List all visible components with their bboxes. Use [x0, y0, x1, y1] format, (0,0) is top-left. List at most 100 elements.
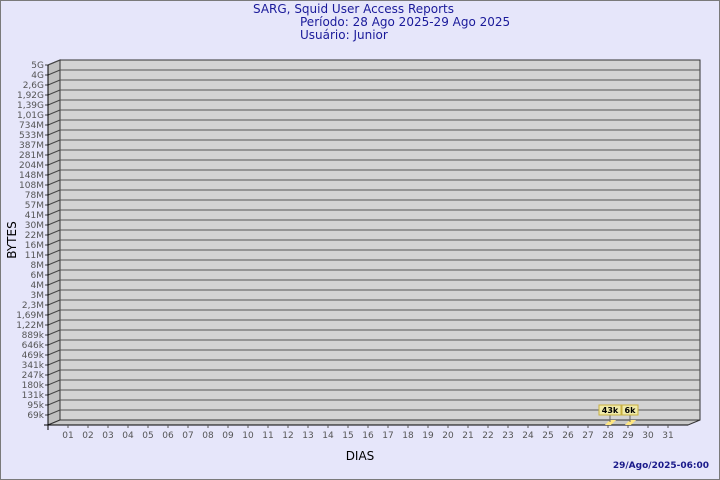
x-tick-label: 06: [162, 431, 174, 441]
y-tick-label: 1,22M: [16, 321, 44, 331]
gridline-side: [47, 79, 61, 86]
y-tick-label: 131k: [22, 391, 45, 401]
x-tick-label: 17: [382, 431, 393, 441]
y-tick-label: 1,69M: [16, 311, 44, 321]
y-tick-label: 11M: [25, 251, 44, 261]
chart-subtitle-user: Usuário: Junior: [300, 28, 388, 42]
y-tick-label: 6M: [31, 271, 45, 281]
x-tick-label: 14: [322, 431, 334, 441]
x-tick-label: 03: [102, 431, 113, 441]
gridline-side: [47, 399, 61, 406]
gridline-side: [47, 259, 61, 266]
y-tick-label: 4M: [31, 281, 45, 291]
gridline-side: [47, 409, 61, 416]
y-tick-label: 889k: [22, 331, 45, 341]
y-axis-label: BYTES: [5, 221, 19, 258]
gridline-side: [47, 149, 61, 156]
gridline-side: [47, 359, 61, 366]
gridline-side: [47, 209, 61, 216]
x-tick-label: 07: [182, 431, 193, 441]
gridline-side: [47, 59, 61, 66]
chart-subtitle-period: Período: 28 Ago 2025-29 Ago 2025: [300, 15, 511, 29]
gridline-side: [47, 329, 61, 336]
x-tick-label: 16: [362, 431, 374, 441]
gridline-side: [47, 389, 61, 396]
x-tick-label: 19: [422, 431, 434, 441]
y-tick-label: 95k: [27, 401, 44, 411]
y-tick-label: 148M: [19, 171, 44, 181]
gridline-side: [47, 289, 61, 296]
gridline-side: [47, 339, 61, 346]
bar-data-label: 43k: [602, 406, 619, 415]
gridline-side: [47, 309, 61, 316]
y-tick-label: 2,3M: [22, 301, 44, 311]
x-tick-label: 10: [242, 431, 254, 441]
gridline-side: [47, 379, 61, 386]
y-tick-label: 108M: [19, 181, 44, 191]
gridline-side: [47, 269, 61, 276]
x-tick-label: 29: [622, 431, 634, 441]
gridline-side: [47, 169, 61, 176]
y-tick-label: 1,92G: [17, 91, 44, 101]
y-tick-label: 204M: [19, 161, 44, 171]
timestamp: 29/Ago/2025-06:00: [612, 461, 709, 471]
x-tick-label: 12: [282, 431, 293, 441]
x-axis-label: DIAS: [346, 449, 375, 463]
x-tick-label: 05: [142, 431, 153, 441]
x-tick-label: 15: [342, 431, 353, 441]
y-tick-label: 4G: [31, 71, 44, 81]
bar-label-box: [621, 404, 639, 416]
x-tick-label: 13: [302, 431, 313, 441]
y-tick-label: 30M: [25, 221, 44, 231]
y-tick-label: 2,6G: [23, 81, 44, 91]
y-tick-label: 1,39G: [17, 101, 44, 111]
x-tick-label: 04: [122, 431, 134, 441]
gridline-side: [47, 249, 61, 256]
y-tick-label: 341k: [22, 361, 45, 371]
y-tick-label: 78M: [25, 191, 44, 201]
gridline-side: [47, 319, 61, 326]
gridline-side: [47, 199, 61, 206]
gridline-side: [47, 349, 61, 356]
gridline-side: [47, 89, 61, 96]
y-tick-label: 3M: [31, 291, 45, 301]
y-tick-label: 469k: [22, 351, 45, 361]
x-tick-label: 09: [222, 431, 234, 441]
gridline-side: [47, 109, 61, 116]
x-tick-label: 22: [482, 431, 493, 441]
y-tick-label: 646k: [22, 341, 45, 351]
gridline-side: [47, 239, 61, 246]
gridline-side: [47, 99, 61, 106]
gridline-side: [47, 219, 61, 226]
x-tick-label: 21: [462, 431, 473, 441]
gridline-side: [47, 119, 61, 126]
bar: [605, 420, 616, 425]
plot-floor: [47, 419, 701, 426]
y-tick-label: 69k: [27, 411, 44, 421]
x-tick-label: 25: [542, 431, 553, 441]
x-tick-label: 01: [62, 431, 73, 441]
x-tick-label: 08: [202, 431, 214, 441]
bar-label-box: [598, 404, 622, 416]
gridline-side: [47, 159, 61, 166]
x-tick-label: 02: [82, 431, 93, 441]
gridline-side: [47, 179, 61, 186]
y-tick-label: 22M: [25, 231, 44, 241]
x-tick-label: 28: [602, 431, 614, 441]
gridline-side: [47, 69, 61, 76]
y-tick-label: 8M: [31, 261, 45, 271]
chart-title: SARG, Squid User Access Reports: [253, 2, 455, 16]
y-tick-label: 180k: [22, 381, 45, 391]
y-tick-label: 16M: [25, 241, 44, 251]
gridline-side: [47, 129, 61, 136]
y-tick-label: 5G: [31, 61, 44, 71]
y-tick-label: 1,01G: [17, 111, 44, 121]
y-tick-label: 281M: [19, 151, 44, 161]
y-tick-label: 734M: [19, 121, 44, 131]
x-tick-label: 18: [402, 431, 414, 441]
gridline-side: [47, 279, 61, 286]
x-tick-label: 20: [442, 431, 454, 441]
y-tick-label: 41M: [25, 211, 44, 221]
gridline-side: [47, 189, 61, 196]
